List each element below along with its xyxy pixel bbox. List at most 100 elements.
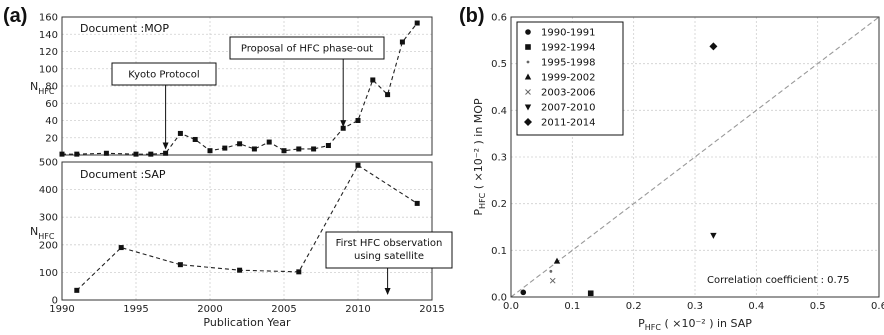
scatter-point-2007-2010 [710, 232, 717, 239]
sap-y-tick-label: 200 [39, 240, 58, 251]
sap-y-tick-label: 300 [39, 213, 58, 224]
sap-grid [61, 161, 433, 301]
mop-data-point [148, 151, 154, 157]
panel-a-label: (a) [3, 5, 27, 27]
sap-data-point [414, 200, 420, 206]
scatter-x-tick-label: 0.4 [748, 301, 764, 312]
scatter-xlabel-prefix: P [638, 317, 645, 330]
mop-data-point [103, 150, 109, 156]
mop-document-label: Document :MOP [80, 22, 169, 35]
mop-data-point [281, 148, 287, 154]
legend-label: 2011-2014 [541, 118, 596, 129]
scatter-legend-box [516, 21, 624, 136]
scatter-y-tick-label: 0.3 [491, 153, 507, 164]
scatter-y-tick-label: 0.1 [491, 246, 507, 257]
mop-data-point [266, 139, 272, 145]
sap-ylabel-main: N [30, 225, 38, 238]
kyoto-protocol-box [111, 62, 217, 86]
scatter-x-tick-label: 0.6 [871, 301, 884, 312]
mop-data-point [311, 146, 317, 152]
mop-data-point [59, 151, 65, 157]
identity-reference-line [510, 16, 880, 298]
mop-annotations: Kyoto Protocol Proposal of HFC phase-out [111, 36, 385, 150]
scatter-y-tick-label: 0.6 [491, 13, 507, 24]
mop-data-point [296, 146, 302, 152]
scatter-x-axis-title: PHFC ( ×10⁻² ) in SAP [638, 317, 752, 332]
scatter-point-1992-1994 [587, 290, 594, 297]
mop-y-tick-label: 100 [39, 64, 58, 75]
scatter-x-tick-label: 0.0 [503, 301, 519, 312]
sap-series-line [76, 164, 418, 291]
legend-marker-2011-2014 [524, 118, 532, 126]
sap-y-tick-label: 400 [39, 185, 58, 196]
scatter-ylabel-rest: ( ×10⁻² ) in MOP [472, 98, 485, 193]
mop-y-tick-label: 20 [45, 133, 58, 144]
legend-label: 1995-1998 [541, 58, 596, 69]
scatter-x-tick-label: 0.2 [626, 301, 642, 312]
mop-ylabel-main: N [30, 80, 38, 93]
mop-data-point [385, 92, 391, 98]
sap-x-tick-label: 2010 [345, 304, 370, 315]
correlation-coefficient-label: Correlation coefficient : 0.75 [707, 275, 849, 286]
mop-data-point [414, 20, 420, 26]
legend-label: 1992-1994 [541, 43, 596, 54]
mop-y-tick-label: 160 [39, 13, 58, 24]
scatter-chart: 0.0 0.1 0.2 0.3 0.4 0.5 0.6 0.0 0.1 0.2 0.3 0.4 0.5… [472, 13, 884, 333]
sap-data-point [237, 267, 243, 273]
satellite-observation-label: First HFC observation [336, 238, 443, 249]
scatter-point-1990-1991 [520, 289, 527, 296]
hfc-phaseout-box [229, 36, 385, 60]
legend-marker-1992-1994 [525, 44, 531, 50]
scatter-xlabel-rest: ( ×10⁻² ) in SAP [661, 317, 752, 330]
mop-data-point [74, 151, 80, 157]
sap-x-ticks: 1990 1995 2000 2005 2010 2015 [49, 304, 444, 315]
mop-data-point [207, 148, 213, 154]
mop-y-tick-label: 80 [45, 82, 58, 93]
mop-data-point [325, 143, 331, 149]
scatter-point-2003-2006-stroke [549, 277, 556, 284]
legend-marker-2007-2010 [524, 104, 532, 111]
sap-x-tick-label: 1990 [49, 304, 74, 315]
sap-data-point [296, 269, 302, 275]
legend-label: 2003-2006 [541, 88, 596, 99]
scatter-y-ticks: 0.0 0.1 0.2 0.3 0.4 0.5 0.6 [491, 13, 507, 304]
mop-y-tick-label: 40 [45, 116, 58, 127]
sap-x-tick-label: 1995 [123, 304, 148, 315]
kyoto-protocol-label: Kyoto Protocol [128, 70, 199, 81]
mop-y-axis-title: NHFC [30, 80, 55, 96]
legend-label: 1999-2002 [541, 73, 596, 84]
scatter-points [520, 42, 718, 297]
sap-plot-frame [61, 161, 433, 301]
legend-marker-2003-2006 [525, 89, 531, 95]
scatter-ylabel-sub: HFC [478, 192, 487, 209]
legend-marker-1995-1998 [526, 60, 530, 64]
sap-data-point [177, 262, 183, 268]
hfc-phaseout-arrow-head [340, 120, 347, 128]
hfc-phaseout-label: Proposal of HFC phase-out [241, 44, 373, 55]
sap-chart: 0 100 200 300 400 500 1990 1995 2000 2005 2010 201… [30, 158, 453, 329]
mop-data-point [192, 136, 198, 142]
mop-series [59, 20, 420, 157]
sap-data-point [74, 287, 80, 293]
sap-series [74, 162, 420, 293]
scatter-xlabel-sub: HFC [645, 323, 662, 332]
scatter-y-tick-label: 0.2 [491, 199, 507, 210]
sap-x-axis-title: Publication Year [203, 316, 291, 329]
mop-y-tick-label: 60 [45, 99, 58, 110]
mop-data-point [399, 39, 405, 45]
sap-x-tick-label: 2015 [419, 304, 444, 315]
scatter-point-1999-2002 [553, 257, 561, 264]
mop-data-point [163, 150, 169, 156]
sap-ylabel-sub: HFC [38, 232, 55, 241]
mop-data-point [222, 145, 228, 151]
sap-y-tick-label: 500 [39, 158, 58, 169]
sap-data-point [118, 245, 124, 251]
legend-marker-1990-1991 [525, 29, 531, 35]
mop-y-ticks: 20 40 60 80 100 120 140 160 [39, 13, 58, 145]
sap-x-tick-label: 2000 [197, 304, 222, 315]
kyoto-arrow-head [162, 142, 169, 150]
scatter-y-tick-label: 0.5 [491, 59, 507, 70]
scatter-x-ticks: 0.0 0.1 0.2 0.3 0.4 0.5 0.6 [503, 301, 884, 312]
